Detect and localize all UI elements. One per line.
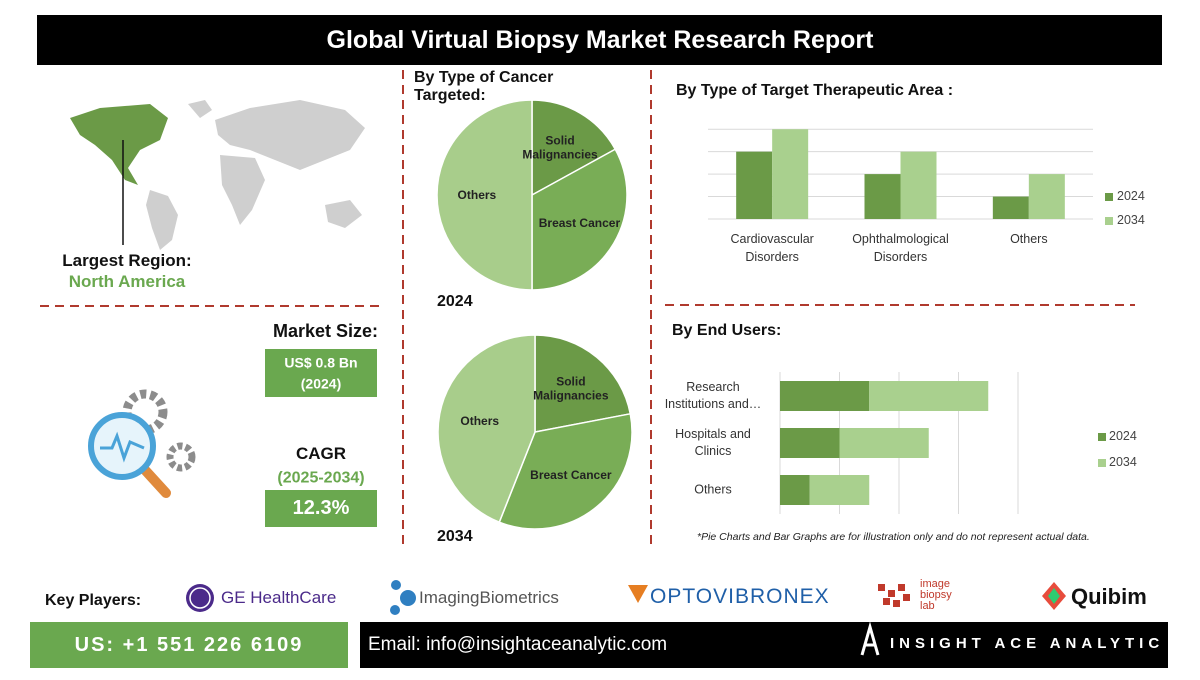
legend-swatch (1098, 459, 1106, 467)
bar (780, 428, 840, 458)
cagr-value: 12.3% (292, 497, 350, 519)
key-players-label: Key Players: (45, 592, 142, 609)
footnote: *Pie Charts and Bar Graphs are for illus… (697, 531, 1090, 543)
pie-slice (531, 148, 628, 291)
pie-label: Breast Cancer (538, 215, 621, 230)
company-logo-text: ImagingBiometrics (419, 588, 559, 607)
company-logo-text: image (920, 578, 950, 590)
market-size-label: Market Size: (272, 321, 378, 341)
legend-swatch (1105, 217, 1113, 225)
market-size-box (265, 349, 377, 397)
pie-year: 2034 (437, 528, 473, 545)
legend-label: 2024 (1117, 189, 1145, 203)
y-tick-label: Research Institutions and… (664, 380, 762, 411)
email-bar (360, 622, 1168, 668)
legend-swatch (1098, 433, 1106, 441)
pie-label: Solid Malignancies (522, 133, 598, 162)
y-tick-label: Hospitals and Clinics (675, 427, 751, 458)
pie-label: Breast Cancer (530, 468, 612, 483)
cagr-box (265, 490, 377, 527)
pie-label: Others (457, 187, 497, 202)
pie-label: Solid Malignancies (533, 374, 609, 403)
bar (736, 151, 773, 219)
market-size-value: US$ 0.8 Bn (284, 354, 358, 371)
pie-slice (534, 334, 632, 433)
legend-label: 2034 (1109, 455, 1137, 469)
bar (900, 151, 937, 219)
pie-year: 2024 (437, 293, 473, 310)
chart-title: By Type of Target Therapeutic Area : (676, 82, 954, 99)
company-logo-text: biopsy (920, 589, 952, 601)
logos (186, 580, 1066, 615)
pie-slice (436, 99, 533, 291)
chart-title: By End Users: (672, 322, 782, 339)
legend-swatch (1105, 193, 1113, 201)
pie-slice (437, 334, 536, 524)
pie-label: Others (460, 414, 500, 429)
pie-slice (498, 412, 633, 530)
x-tick-label: Cardiovascular Disorders (730, 232, 814, 264)
cagr-label: CAGR (295, 443, 347, 463)
legend-label: 2024 (1109, 429, 1137, 443)
email: Email: info@insightaceanalytic.com (368, 634, 668, 655)
x-tick-label: Ophthalmological Disorders (852, 232, 949, 264)
bar (809, 475, 870, 505)
company-logo-text: lab (920, 600, 935, 612)
bar (864, 174, 901, 219)
cagr-period: (2025-2034) (277, 469, 365, 487)
pie-slice (531, 99, 617, 197)
bar (869, 381, 989, 411)
legend-label: 2034 (1117, 213, 1145, 227)
analytics-icon (88, 389, 196, 498)
bar (839, 428, 929, 458)
pie-section-title: By Type of Cancer (414, 69, 554, 86)
y-tick-label: Others (694, 482, 732, 497)
bar (780, 475, 810, 505)
bar (992, 196, 1029, 219)
phone: US: +1 551 226 6109 (74, 634, 304, 656)
title: Global Virtual Biopsy Market Research Re… (326, 26, 874, 54)
x-tick-label: Others (1010, 232, 1048, 246)
company-logo-text: GE HealthCare (221, 588, 337, 607)
bar (1028, 174, 1065, 219)
region-value: North America (68, 271, 186, 291)
company-logo-text: OPTOVIBRONEX (650, 585, 830, 608)
brand: INSIGHT ACE ANALYTIC (890, 635, 1165, 652)
pie-section-title: Targeted: (414, 87, 486, 104)
bar (780, 381, 870, 411)
company-logo-text: Quibim (1071, 584, 1147, 609)
bar (772, 129, 809, 219)
brand-icon (860, 621, 880, 656)
world-map (70, 100, 365, 250)
title-bar (37, 15, 1162, 65)
dividers (40, 70, 1135, 550)
phone-bar (30, 622, 348, 668)
market-size-year: (2024) (300, 375, 342, 392)
region-label: Largest Region: (62, 250, 192, 270)
